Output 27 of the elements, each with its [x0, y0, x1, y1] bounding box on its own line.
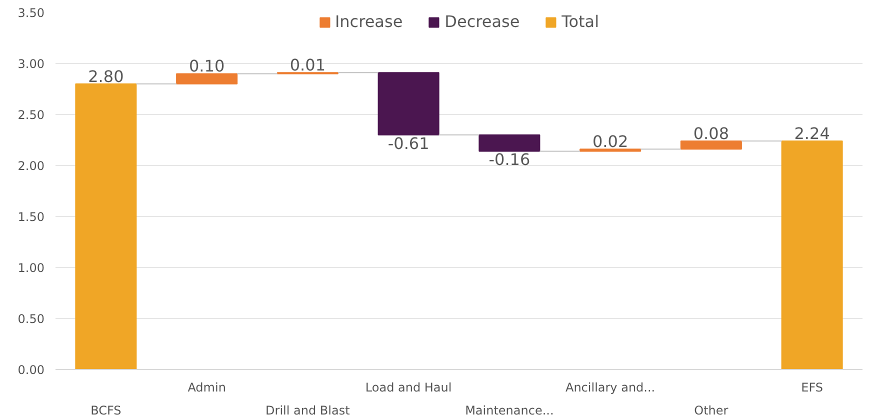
data-label: 0.10 [189, 56, 225, 76]
x-tick-label: Admin [188, 380, 226, 394]
data-label: -0.16 [488, 150, 530, 170]
data-label: 0.01 [290, 56, 326, 75]
y-tick-label: 1.50 [18, 210, 44, 224]
legend-label: Decrease [444, 12, 520, 31]
y-tick-label: 1.00 [18, 261, 44, 275]
data-label: 0.02 [592, 132, 628, 152]
data-label: -0.61 [388, 134, 430, 153]
x-tick-label: BCFS [90, 404, 122, 418]
x-tick-label: EFS [801, 380, 824, 394]
x-tick-label: Load and Haul [365, 380, 452, 394]
x-tick-label: Ancillary and... [565, 380, 656, 394]
y-tick-label: 3.50 [18, 6, 44, 20]
y-tick-label: 3.00 [18, 57, 44, 71]
y-tick-label: 2.00 [18, 159, 44, 173]
y-tick-label: 0.00 [18, 363, 44, 377]
y-tick-label: 0.50 [18, 312, 44, 326]
x-tick-label: Other [694, 404, 728, 418]
data-label: 2.24 [794, 124, 830, 144]
x-tick-label: Drill and Blast [266, 404, 350, 418]
legend-label: Increase [334, 12, 403, 31]
data-label: 2.80 [88, 66, 124, 86]
data-label: 0.08 [693, 124, 729, 144]
x-tick-label: Maintenance... [465, 404, 554, 418]
legend-label: Total [562, 12, 600, 31]
y-tick-label: 2.50 [18, 108, 44, 122]
